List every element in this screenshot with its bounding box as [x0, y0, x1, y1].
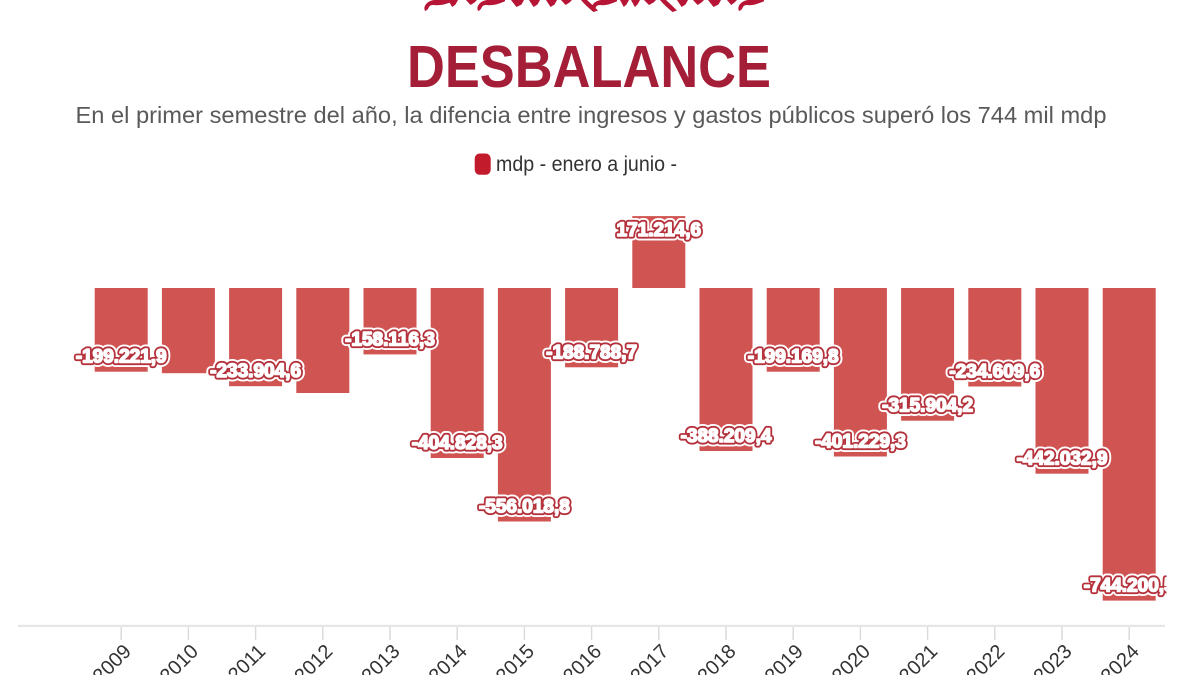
svg-text:2017: 2017 — [626, 640, 673, 675]
svg-text:2023: 2023 — [1030, 640, 1077, 675]
svg-text:-744.200,5: -744.200,5 — [1084, 576, 1175, 597]
svg-text:-188.788,7: -188.788,7 — [546, 342, 637, 363]
svg-text:-234.609,6: -234.609,6 — [949, 362, 1040, 383]
svg-text:-158.116,3: -158.116,3 — [345, 329, 435, 350]
svg-text:-158.116,3: -158.116,3 — [345, 329, 435, 350]
svg-text:-442.032,9: -442.032,9 — [1017, 449, 1108, 470]
svg-text:-442.032,9: -442.032,9 — [1017, 449, 1108, 470]
svg-text:2014: 2014 — [425, 640, 472, 675]
svg-text:2020: 2020 — [828, 640, 875, 675]
svg-text:-199.169,8: -199.169,8 — [748, 347, 839, 368]
svg-text:-199.221,9: -199.221,9 — [76, 347, 167, 368]
svg-text:-188.788,7: -188.788,7 — [546, 342, 637, 363]
svg-text:2015: 2015 — [492, 640, 539, 675]
svg-text:-188.788,7: -188.788,7 — [546, 342, 637, 363]
svg-text:-556.018,8: -556.018,8 — [479, 497, 570, 518]
svg-text:-556.018,8: -556.018,8 — [479, 497, 570, 518]
svg-text:-404.828,3: -404.828,3 — [412, 433, 503, 454]
svg-text:-233.904,6: -233.904,6 — [210, 361, 301, 382]
svg-text:171.214,6: 171.214,6 — [617, 220, 702, 241]
svg-text:2019: 2019 — [761, 640, 808, 675]
svg-text:2018: 2018 — [694, 640, 741, 675]
svg-text:2021: 2021 — [895, 640, 942, 675]
svg-text:-401.229,3: -401.229,3 — [815, 432, 906, 453]
svg-text:-401.229,3: -401.229,3 — [815, 432, 906, 453]
svg-text:-233.904,6: -233.904,6 — [210, 361, 301, 382]
svg-text:-315.904,2: -315.904,2 — [882, 396, 973, 417]
svg-text:2011: 2011 — [224, 640, 270, 675]
svg-text:En el primer semestre del año,: En el primer semestre del año, la difenc… — [76, 102, 1107, 128]
svg-text:-233.904,6: -233.904,6 — [210, 361, 301, 382]
svg-text:-388.209,4: -388.209,4 — [681, 426, 772, 447]
svg-text:-404.828,3: -404.828,3 — [412, 433, 503, 454]
svg-text:2022: 2022 — [962, 640, 1009, 675]
svg-text:2013: 2013 — [358, 640, 405, 675]
svg-text:2009: 2009 — [89, 640, 136, 675]
svg-text:2016: 2016 — [559, 640, 606, 675]
svg-text:-388.209,4: -388.209,4 — [681, 426, 772, 447]
svg-text:-556.018,8: -556.018,8 — [479, 497, 570, 518]
svg-text:2010: 2010 — [156, 640, 203, 675]
svg-text:-388.209,4: -388.209,4 — [681, 426, 772, 447]
svg-text:-744.200,5: -744.200,5 — [1084, 576, 1175, 597]
svg-text:mdp - enero a junio -: mdp - enero a junio - — [496, 152, 677, 176]
svg-text:-199.169,8: -199.169,8 — [748, 347, 839, 368]
svg-text:-404.828,3: -404.828,3 — [412, 433, 503, 454]
svg-text:-199.169,8: -199.169,8 — [748, 347, 839, 368]
svg-text:-401.229,3: -401.229,3 — [815, 432, 906, 453]
svg-text:-199.221,9: -199.221,9 — [76, 347, 167, 368]
svg-text:-315.904,2: -315.904,2 — [882, 396, 973, 417]
svg-text:2012: 2012 — [290, 640, 337, 675]
svg-text:2024: 2024 — [1097, 640, 1144, 675]
svg-text:-234.609,6: -234.609,6 — [949, 362, 1040, 383]
svg-text:-744.200,5: -744.200,5 — [1084, 576, 1175, 597]
svg-text:-442.032,9: -442.032,9 — [1017, 449, 1108, 470]
svg-text:-234.609,6: -234.609,6 — [949, 362, 1040, 383]
svg-text:DESBALANCE: DESBALANCE — [407, 34, 771, 100]
svg-text:171.214,6: 171.214,6 — [617, 220, 702, 241]
svg-text:171.214,6: 171.214,6 — [617, 220, 702, 241]
svg-text:-315.904,2: -315.904,2 — [882, 396, 973, 417]
svg-text:-199.221,9: -199.221,9 — [76, 347, 167, 368]
svg-text:-158.116,3: -158.116,3 — [345, 329, 435, 350]
